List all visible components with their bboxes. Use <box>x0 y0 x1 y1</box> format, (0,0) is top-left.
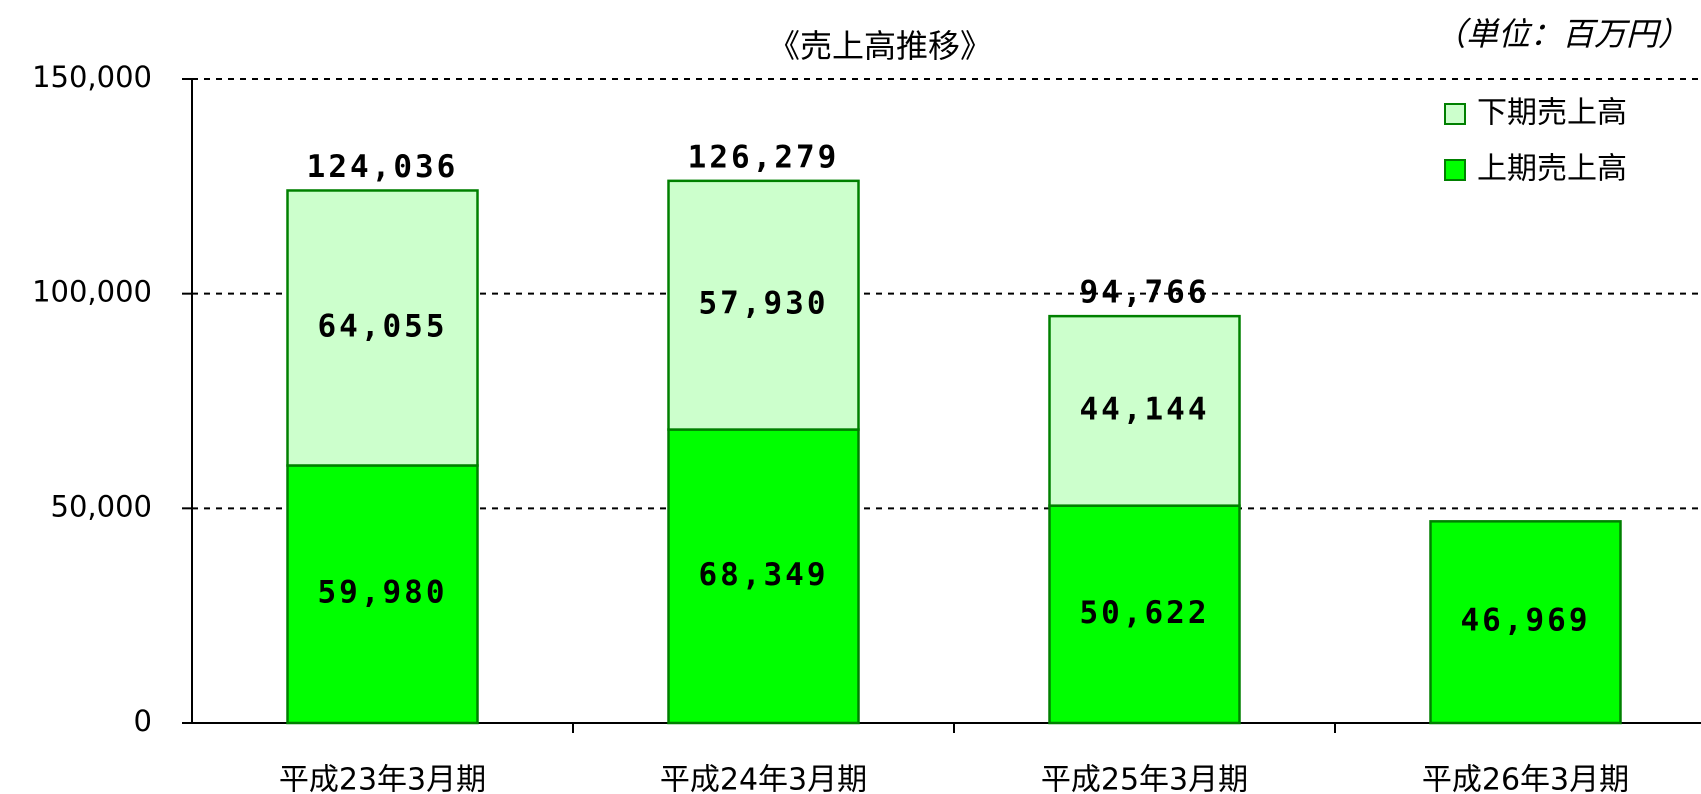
value-label: 57,930 <box>699 286 829 322</box>
x-tick-label: 平成25年3月期 <box>1041 763 1248 794</box>
bar-segment <box>667 179 860 431</box>
value-label: 68,349 <box>699 557 829 593</box>
x-tick-label: 平成24年3月期 <box>660 763 867 794</box>
value-label: 46,969 <box>1461 603 1591 639</box>
x-tick-label: 平成26年3月期 <box>1422 763 1629 794</box>
bar-segment <box>286 189 479 467</box>
legend-label: 下期売上高 <box>1477 96 1627 131</box>
bar-segment <box>1048 504 1241 725</box>
bar-segment <box>286 464 479 725</box>
value-label: 44,144 <box>1080 391 1210 427</box>
legend-label: 上期売上高 <box>1477 152 1627 187</box>
y-tick-label: 150,000 <box>32 60 152 94</box>
value-label: 64,055 <box>318 308 448 344</box>
unit-note: （単位：百万円） <box>1434 15 1690 53</box>
total-label: 126,279 <box>688 139 840 175</box>
y-tick-label: 0 <box>134 704 152 738</box>
bar-segment <box>1048 314 1241 507</box>
bar-segment <box>1429 520 1622 725</box>
chart-title: 《売上高推移》 <box>768 27 992 65</box>
total-label: 94,766 <box>1080 275 1210 311</box>
y-tick-label: 100,000 <box>32 275 152 309</box>
y-tick-label: 50,000 <box>51 489 152 523</box>
total-label: 124,036 <box>307 149 459 185</box>
legend-swatch <box>1444 103 1466 125</box>
bar-segment <box>667 428 860 725</box>
value-label: 50,622 <box>1080 595 1210 631</box>
value-label: 59,980 <box>318 575 448 611</box>
x-tick-label: 平成23年3月期 <box>279 763 486 794</box>
legend-swatch <box>1444 159 1466 181</box>
